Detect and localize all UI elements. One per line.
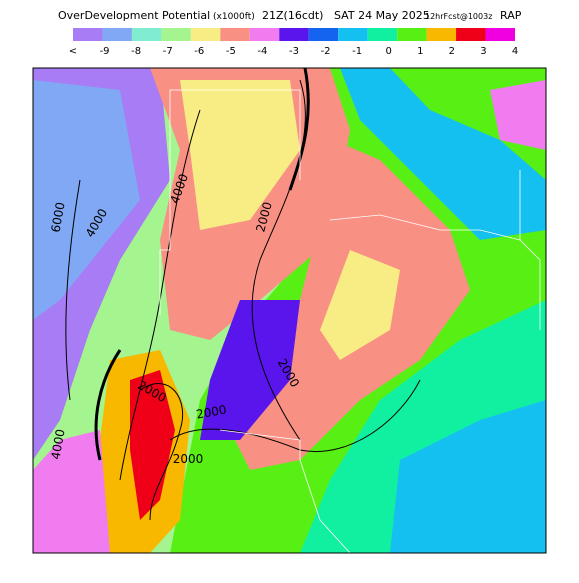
legend-label: -7 bbox=[163, 46, 173, 57]
legend-label: -6 bbox=[194, 46, 204, 57]
legend-swatch bbox=[485, 28, 515, 41]
region bbox=[490, 80, 546, 150]
model: RAP bbox=[500, 9, 522, 22]
legend-label: < bbox=[69, 46, 77, 57]
contour-label: 2000 bbox=[195, 403, 228, 422]
region bbox=[390, 400, 546, 553]
legend-label: -3 bbox=[289, 46, 299, 57]
legend-swatch bbox=[220, 28, 250, 41]
legend-label: 0 bbox=[386, 46, 392, 57]
contour-label: 2000 bbox=[173, 452, 204, 466]
legend-label: 1 bbox=[417, 46, 423, 57]
time: 21Z(16cdt) bbox=[262, 9, 323, 22]
boundaries bbox=[159, 89, 541, 553]
region bbox=[180, 80, 300, 230]
legend-label: 2 bbox=[449, 46, 455, 57]
legend-swatch bbox=[190, 28, 221, 41]
contours-heavy bbox=[94, 68, 310, 461]
legend-label: -1 bbox=[352, 46, 362, 57]
contour-label: 6000 bbox=[49, 201, 68, 234]
legend-swatch bbox=[308, 28, 339, 41]
region bbox=[33, 430, 110, 553]
legend-label: -4 bbox=[257, 46, 267, 57]
title: OverDevelopment Potential bbox=[58, 9, 210, 22]
legend-swatch bbox=[367, 28, 398, 41]
region bbox=[33, 80, 140, 320]
legend-label: 4 bbox=[512, 46, 518, 57]
legend-swatch bbox=[426, 28, 457, 41]
legend-swatch bbox=[102, 28, 132, 41]
legend: < -9 -8 -7 -6 -5 -4 -3 -2 -1 0 1 2 3 4 bbox=[69, 28, 518, 57]
region bbox=[200, 300, 300, 440]
legend-swatch bbox=[338, 28, 368, 41]
legend-label: 3 bbox=[480, 46, 486, 57]
legend-swatch bbox=[279, 28, 309, 41]
units: (x1000ft) bbox=[213, 12, 255, 22]
map-frame bbox=[32, 67, 547, 554]
legend-swatch bbox=[397, 28, 427, 41]
legend-swatch bbox=[73, 28, 103, 41]
legend-swatch bbox=[161, 28, 191, 41]
date: SAT 24 May 2025 bbox=[334, 9, 430, 22]
legend-label: -8 bbox=[131, 46, 141, 57]
legend-label: -9 bbox=[100, 46, 110, 57]
contour-label: 4000 bbox=[49, 428, 68, 461]
region bbox=[130, 370, 175, 520]
region bbox=[320, 250, 400, 360]
legend-swatch bbox=[456, 28, 486, 41]
forecast: 12hrFcst@1003z bbox=[425, 12, 492, 21]
legend-swatch bbox=[131, 28, 162, 41]
legend-label: -2 bbox=[321, 46, 331, 57]
legend-label: -5 bbox=[226, 46, 236, 57]
legend-swatch bbox=[249, 28, 280, 41]
